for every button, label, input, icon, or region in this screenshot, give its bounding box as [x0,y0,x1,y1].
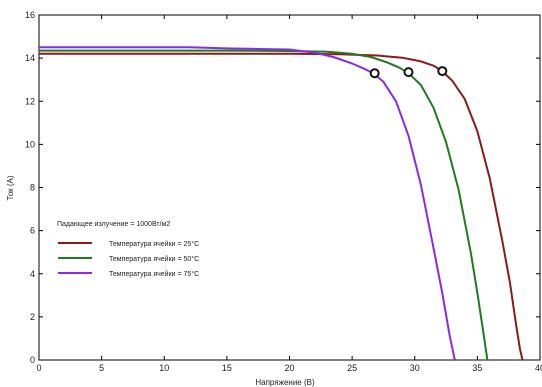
series-line-1 [39,52,524,361]
y-tick-label: 6 [30,226,35,236]
y-tick-label: 10 [25,139,35,149]
y-tick-label: 12 [25,96,35,106]
x-tick-label: 40 [535,363,542,373]
legend-entry-label: Температура ячейки = 50°C [109,255,199,263]
x-tick-label: 0 [36,363,41,373]
y-tick-label: 4 [30,269,35,279]
series-lines [39,46,524,361]
max-power-point-marker [403,67,414,78]
y-tick-label: 16 [25,10,35,20]
x-tick-label: 25 [347,363,357,373]
y-tick-label: 0 [30,355,35,365]
series-line-3 [39,46,456,361]
legend-entry-label: Температура ячейки = 25°C [109,240,199,248]
x-tick-label: 15 [222,363,232,373]
plot-frame [38,14,541,361]
x-tick-label: 30 [410,363,420,373]
y-axis-title: Ток (А) [6,175,15,200]
x-tick-label: 10 [159,363,169,373]
axes: 0 5 10 15 20 25 30 35 40 0 2 4 6 8 10 12 14 16 [25,10,542,373]
y-tick-label: 14 [25,53,35,63]
x-tick-label: 20 [284,363,294,373]
y-tick-label: 2 [30,312,35,322]
x-tick-label: 5 [99,363,104,373]
legend-title: Падающее излучение = 1000Вт/м2 [57,221,170,228]
series-line-2 [39,49,489,361]
legend-entry-label: Температура ячейки = 75°C [109,270,199,278]
legend: Падающее излучение = 1000Вт/м2 Температу… [57,221,199,278]
x-axis-title: Напряжение (В) [255,378,315,387]
max-power-markers [369,66,448,79]
max-power-point-marker [437,66,448,77]
y-tick-label: 8 [30,183,35,193]
x-tick-label: 35 [472,363,482,373]
max-power-point-marker [369,68,380,79]
